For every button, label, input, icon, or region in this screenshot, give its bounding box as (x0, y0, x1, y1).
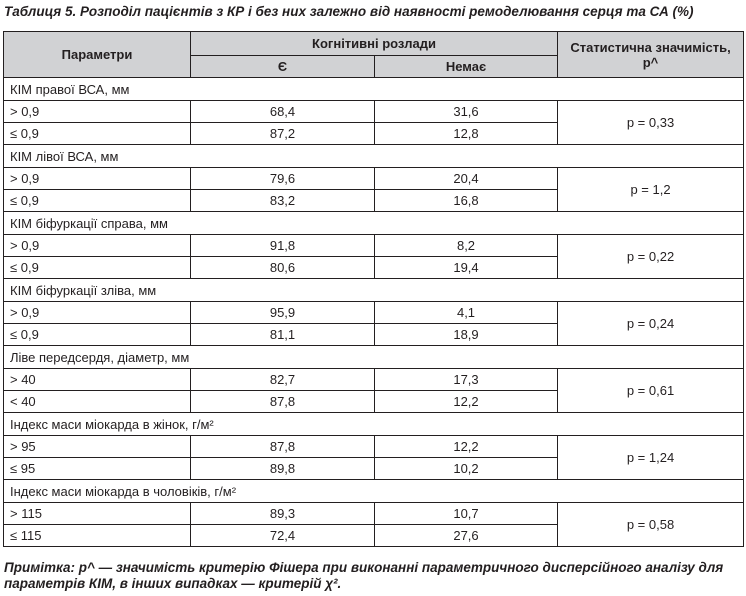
value-no: 12,8 (373, 122, 559, 145)
group-title: Індекс маси міокарда в жінок, г/м² (2, 412, 745, 436)
footnote: Примітка: р^ — значимість критерію Фішер… (4, 560, 724, 591)
group-title: КІМ правої ВСА, мм (2, 77, 745, 101)
value-no: 10,2 (373, 457, 559, 480)
header-yes: Є (190, 55, 375, 78)
row-label: > 0,9 (3, 100, 191, 123)
table-row: ≤ 115 72,4 27,6 (3, 524, 744, 547)
value-no: 4,1 (373, 301, 559, 324)
row-label: ≤ 0,9 (3, 256, 191, 279)
value-yes: 68,4 (190, 100, 375, 123)
value-no: 12,2 (373, 390, 559, 413)
table-row: > 95 87,8 12,2 р = 1,24 (3, 435, 745, 480)
p-value: р = 0,58 (557, 502, 745, 547)
table-body: КІМ правої ВСА, мм > 0,9 68,4 31,6 р = 0,33 ≤… (2, 77, 745, 547)
value-no: 16,8 (373, 189, 559, 212)
row-label: ≤ 0,9 (3, 122, 191, 145)
value-yes: 87,8 (190, 435, 375, 458)
value-yes: 80,6 (190, 256, 375, 279)
row-label: ≤ 0,9 (3, 323, 191, 346)
value-yes: 87,8 (190, 390, 375, 413)
value-no: 10,7 (373, 502, 559, 525)
row-label: > 0,9 (3, 301, 191, 324)
group-row: Ліве передсердя, діаметр, мм (2, 345, 745, 369)
group-title: КІМ біфуркації справа, мм (2, 211, 745, 235)
value-yes: 72,4 (190, 524, 375, 547)
header-params: Параметри (3, 31, 191, 78)
value-no: 20,4 (373, 167, 559, 190)
table-row: > 40 82,7 17,3 р = 0,61 (3, 368, 745, 413)
row-label: > 0,9 (3, 234, 191, 257)
value-no: 19,4 (373, 256, 559, 279)
table-caption: Таблиця 5. Розподіл пацієнтів з КР і без… (4, 4, 694, 19)
row-label: ≤ 0,9 (3, 189, 191, 212)
group-title: КІМ лівої ВСА, мм (2, 144, 745, 168)
row-label: > 115 (3, 502, 191, 525)
table-row: > 0,9 95,9 4,1 р = 0,24 (3, 301, 745, 346)
row-label: < 40 (3, 390, 191, 413)
row-label: > 0,9 (3, 167, 191, 190)
value-yes: 81,1 (190, 323, 375, 346)
value-yes: 89,8 (190, 457, 375, 480)
header-stat: Статистична значимість, р^ (557, 31, 745, 78)
group-row: Індекс маси міокарда в чоловіків, г/м² (2, 479, 745, 503)
row-label: ≤ 115 (3, 524, 191, 547)
value-yes: 83,2 (190, 189, 375, 212)
group-title: Індекс маси міокарда в чоловіків, г/м² (2, 479, 745, 503)
group-row: КІМ правої ВСА, мм (2, 77, 745, 101)
value-yes: 91,8 (190, 234, 375, 257)
value-no: 8,2 (373, 234, 559, 257)
value-no: 12,2 (373, 435, 559, 458)
table-row: ≤ 0,9 81,1 18,9 (3, 323, 744, 346)
p-value: р = 1,2 (557, 167, 745, 212)
row-label: > 95 (3, 435, 191, 458)
group-title: Ліве передсердя, діаметр, мм (2, 345, 745, 369)
group-row: Індекс маси міокарда в жінок, г/м² (2, 412, 745, 436)
value-yes: 95,9 (190, 301, 375, 324)
value-no: 17,3 (373, 368, 559, 391)
table-row: ≤ 95 89,8 10,2 (3, 457, 744, 480)
value-yes: 89,3 (190, 502, 375, 525)
value-yes: 87,2 (190, 122, 375, 145)
table-row: ≤ 0,9 83,2 16,8 (3, 189, 744, 212)
results-table: Параметри Когнітивні розлади Статистична… (2, 31, 745, 547)
value-no: 27,6 (373, 524, 559, 547)
value-yes: 79,6 (190, 167, 375, 190)
header-cognitive: Когнітивні розлади (189, 31, 559, 56)
table-row: > 0,9 68,4 31,6 р = 0,33 (3, 100, 745, 145)
p-value: р = 0,33 (557, 100, 745, 145)
table-row: > 0,9 91,8 8,2 р = 0,22 (3, 234, 745, 279)
value-no: 31,6 (373, 100, 559, 123)
group-row: КІМ лівої ВСА, мм (2, 144, 745, 168)
table-row: > 0,9 79,6 20,4 р = 1,2 (3, 167, 745, 212)
value-no: 18,9 (373, 323, 559, 346)
row-label: ≤ 95 (3, 457, 191, 480)
row-label: > 40 (3, 368, 191, 391)
p-value: р = 0,22 (557, 234, 745, 279)
group-row: КІМ біфуркації зліва, мм (2, 278, 745, 302)
table-row: < 40 87,8 12,2 (3, 390, 744, 413)
p-value: р = 0,24 (557, 301, 745, 346)
p-value: р = 0,61 (557, 368, 745, 413)
table-row: > 115 89,3 10,7 р = 0,58 (3, 502, 745, 547)
header-no: Немає (373, 55, 559, 78)
value-yes: 82,7 (190, 368, 375, 391)
p-value: р = 1,24 (557, 435, 745, 480)
group-row: КІМ біфуркації справа, мм (2, 211, 745, 235)
group-title: КІМ біфуркації зліва, мм (2, 278, 745, 302)
